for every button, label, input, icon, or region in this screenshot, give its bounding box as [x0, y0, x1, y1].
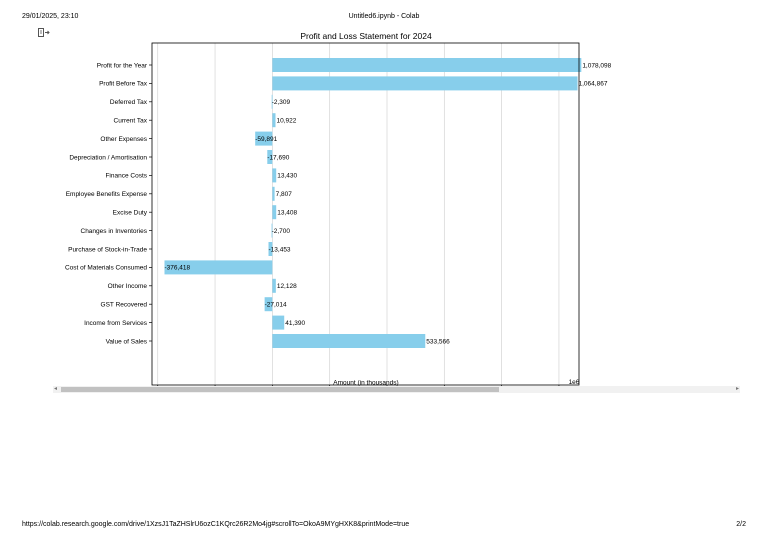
bars: [164, 58, 582, 348]
bar-value-label: -13,453: [269, 246, 291, 253]
bar: [272, 334, 426, 348]
bar-value-label: 7,807: [276, 191, 293, 198]
pl-bar-chart: −0.4−0.20.00.20.40.60.81.0 Value of Sale…: [65, 31, 612, 388]
bar-value-label: 533,566: [426, 338, 450, 345]
page-title: Untitled6.ipynb - Colab: [348, 13, 420, 20]
y-tick-label: Changes in Inventories: [81, 228, 148, 235]
bar-value-label: 13,430: [277, 173, 297, 180]
output-toggle-icon[interactable]: [38, 28, 50, 38]
axes-frame: [151, 42, 580, 386]
chart-title: Profit and Loss Statement for 2024: [300, 31, 432, 41]
bar: [164, 260, 273, 275]
bar: [272, 315, 285, 330]
y-tick-label: Other Income: [108, 283, 148, 290]
bar-value-label: 1,064,867: [579, 81, 608, 88]
scrollbar-thumb[interactable]: [61, 387, 499, 392]
y-tick-label: Employee Benefits Expense: [66, 191, 148, 198]
print-datetime: 29/01/2025, 23:10: [22, 13, 79, 20]
y-tick-label: Deferred Tax: [110, 99, 148, 106]
y-tick-label: Finance Costs: [105, 173, 147, 180]
y-tick-label: Current Tax: [114, 118, 148, 125]
bar: [272, 205, 277, 220]
bar: [255, 131, 273, 146]
y-tick-label: Value of Sales: [106, 338, 148, 345]
bar-value-label: -59,891: [255, 136, 277, 143]
y-axis-ticks: Value of Sales Income from Services GST Re…: [65, 62, 152, 345]
bar: [271, 223, 273, 238]
bar-value-label: -27,014: [265, 302, 287, 309]
bar-value-label: -17,690: [267, 154, 289, 161]
bar: [267, 150, 273, 164]
y-tick-label: Profit for the Year: [97, 62, 148, 69]
bar-value-label: 41,390: [285, 320, 305, 327]
footer-page-number: 2/2: [736, 521, 746, 528]
y-tick-label: Depreciation / Amortisation: [69, 154, 147, 161]
bar: [272, 168, 277, 183]
bar-value-label: 10,922: [276, 118, 296, 125]
gridlines: [157, 43, 560, 385]
y-tick-label: Profit Before Tax: [99, 81, 148, 88]
y-tick-label: Income from Services: [84, 320, 148, 327]
x-axis-label: Amount (in thousands): [333, 380, 398, 387]
y-tick-label: Excise Duty: [113, 210, 148, 217]
bar-value-label: 1,078,098: [582, 62, 611, 69]
horizontal-scrollbar[interactable]: ◂ ▸: [53, 386, 740, 393]
y-tick-label: Other Expenses: [100, 136, 147, 143]
x-axis-offset: 1e6: [569, 379, 580, 386]
bar: [272, 113, 276, 128]
y-tick-label: Cost of Materials Consumed: [65, 265, 147, 272]
scroll-left-icon[interactable]: ◂: [54, 386, 58, 392]
bar: [272, 76, 578, 91]
bar-value-label: -2,700: [272, 228, 291, 235]
bar-value-labels: 533,566 41,390 -27,014 12,128 -376,418 -13,45…: [164, 62, 611, 345]
bar-value-label: -376,418: [164, 265, 190, 272]
bar: [272, 278, 276, 293]
bar-value-label: 13,408: [277, 210, 297, 217]
bar: [264, 297, 273, 312]
bar: [272, 58, 582, 72]
bar: [272, 186, 275, 201]
bar: [271, 94, 273, 109]
y-tick-label: Purchase of Stock-in-Trade: [68, 246, 147, 253]
bar-value-label: 12,128: [277, 283, 297, 290]
bar: [268, 242, 273, 256]
footer-url: https://colab.research.google.com/drive/…: [22, 521, 410, 528]
y-tick-label: GST Recovered: [101, 302, 148, 309]
bar-value-label: -2,309: [272, 99, 291, 106]
scroll-right-icon[interactable]: ▸: [735, 386, 739, 392]
